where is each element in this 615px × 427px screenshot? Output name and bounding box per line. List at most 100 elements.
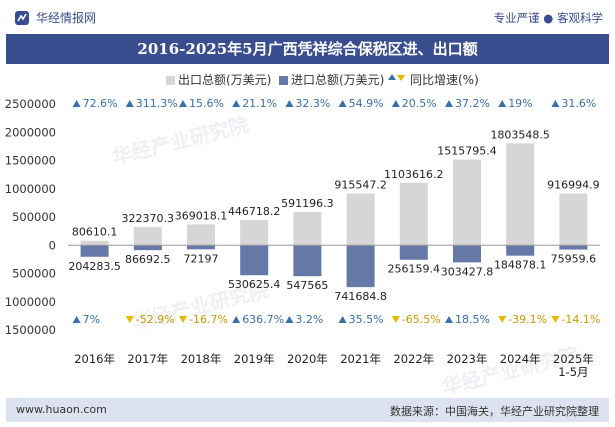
export-bar xyxy=(293,211,322,246)
import-growth-marker xyxy=(72,316,81,323)
import-bar xyxy=(346,245,375,288)
export-value-label: 322370.3 xyxy=(122,212,175,225)
export-value-label: 591196.3 xyxy=(281,197,334,210)
export-growth-marker xyxy=(125,100,134,107)
import-bar xyxy=(293,245,322,277)
export-value-label: 1803548.5 xyxy=(490,128,550,141)
legend-down-marker xyxy=(397,75,405,81)
y-tick-label: 1500000 xyxy=(5,154,56,168)
data-source: 数据来源：中国海关，华经产业研究院整理 xyxy=(390,405,599,418)
import-value-label: 72197 xyxy=(184,252,219,265)
export-bar xyxy=(506,143,535,246)
import-bar xyxy=(187,245,215,250)
y-tick-label: 1000000 xyxy=(5,182,56,196)
x-tick-label: 2020年 xyxy=(287,352,328,366)
import-value-label: 184878.1 xyxy=(494,259,547,272)
export-growth-marker xyxy=(338,100,347,107)
export-bar xyxy=(240,220,269,246)
import-growth-marker xyxy=(445,316,453,323)
brand-name: 华经情报网 xyxy=(36,11,97,25)
export-growth-label: 311.3% xyxy=(136,97,178,110)
export-growth-marker xyxy=(232,100,241,107)
import-bar xyxy=(399,245,428,260)
import-growth-label: 3.2% xyxy=(295,313,323,326)
export-growth-label: 54.9% xyxy=(349,97,384,110)
import-growth-label: 7% xyxy=(83,313,100,326)
legend-up-marker xyxy=(388,74,396,80)
import-growth-marker xyxy=(232,316,241,323)
export-growth-label: 72.6% xyxy=(83,97,118,110)
import-value-label: 86692.5 xyxy=(125,253,171,266)
y-tick-label: 1000000 xyxy=(5,295,56,309)
import-growth-marker xyxy=(498,316,507,323)
x-tick-label: 2016年 xyxy=(74,352,115,366)
export-growth-label: 31.6% xyxy=(561,97,596,110)
import-bar xyxy=(506,245,535,256)
export-value-label: 1103616.2 xyxy=(384,168,444,181)
import-value-label: 75959.6 xyxy=(551,253,597,266)
x-tick-label: 2022年 xyxy=(393,352,434,366)
x-tick-label: 2023年 xyxy=(447,352,488,366)
import-bar xyxy=(240,245,269,276)
export-bar xyxy=(346,193,375,246)
top-bar: 华经情报网 专业严谨 ● 客观科学 xyxy=(0,0,615,36)
legend-label: 出口总额(万美元) xyxy=(178,73,271,87)
import-growth-marker xyxy=(285,316,294,323)
import-value-label: 303427.8 xyxy=(441,265,494,278)
export-growth-marker xyxy=(72,100,81,107)
import-growth-label: -16.7% xyxy=(189,313,228,326)
export-growth-label: 15.6% xyxy=(189,97,224,110)
export-bar xyxy=(187,224,215,246)
huajing-logo-icon xyxy=(15,10,29,25)
import-bar xyxy=(133,245,162,251)
import-bar xyxy=(453,245,481,263)
import-growth-label: -39.1% xyxy=(508,313,547,326)
export-growth-label: 19% xyxy=(508,97,532,110)
export-bar xyxy=(80,240,109,246)
import-growth-marker xyxy=(179,316,187,323)
export-growth-marker xyxy=(498,100,507,107)
export-growth-label: 32.3% xyxy=(295,97,330,110)
y-tick-label: 500000 xyxy=(12,210,56,224)
export-value-label: 80610.1 xyxy=(72,226,118,239)
export-bar xyxy=(559,193,588,246)
import-value-label: 547565 xyxy=(286,279,328,292)
export-growth-marker xyxy=(445,100,453,107)
x-tick-label: 2019年 xyxy=(234,352,275,366)
footer: www.huaon.com 数据来源：中国海关，华经产业研究院整理 xyxy=(6,398,609,422)
y-tick-label: 2500000 xyxy=(5,97,56,111)
import-growth-marker xyxy=(125,316,134,323)
import-growth-marker xyxy=(391,316,400,323)
export-growth-label: 37.2% xyxy=(455,97,490,110)
import-value-label: 204283.5 xyxy=(68,260,121,273)
export-bar xyxy=(453,159,481,246)
import-growth-label: 18.5% xyxy=(455,313,490,326)
tagline: 专业严谨 ● 客观科学 xyxy=(493,11,603,25)
import-value-label: 741684.8 xyxy=(334,290,387,303)
legend-swatch-2 xyxy=(279,76,288,85)
x-tick-label: 2017年 xyxy=(127,352,168,366)
export-bar xyxy=(133,227,162,246)
export-value-label: 915547.2 xyxy=(334,179,387,192)
export-growth-marker xyxy=(285,100,294,107)
x-tick-label: 2025年 xyxy=(553,352,594,366)
x-tick-label: 2018年 xyxy=(181,352,222,366)
export-growth-marker xyxy=(391,100,400,107)
x-tick-label: 2021年 xyxy=(340,352,381,366)
export-value-label: 446718.2 xyxy=(228,205,281,218)
import-growth-label: -52.9% xyxy=(136,313,175,326)
brand[interactable]: 华经情报网 xyxy=(14,9,96,26)
import-bar xyxy=(80,245,109,257)
export-growth-label: 21.1% xyxy=(242,97,277,110)
import-growth-label: -65.5% xyxy=(402,313,441,326)
import-bar xyxy=(559,245,588,250)
export-bar xyxy=(399,182,428,246)
footer-url[interactable]: www.huaon.com xyxy=(16,403,107,416)
export-value-label: 1515795.4 xyxy=(437,145,497,158)
y-tick-label: 500000 xyxy=(12,267,56,281)
export-growth-marker xyxy=(179,100,187,107)
y-tick-label: 2000000 xyxy=(5,125,56,139)
export-value-label: 916994.9 xyxy=(547,178,600,191)
x-tick-label: 2024年 xyxy=(500,352,541,366)
legend-swatch-1 xyxy=(166,76,175,85)
